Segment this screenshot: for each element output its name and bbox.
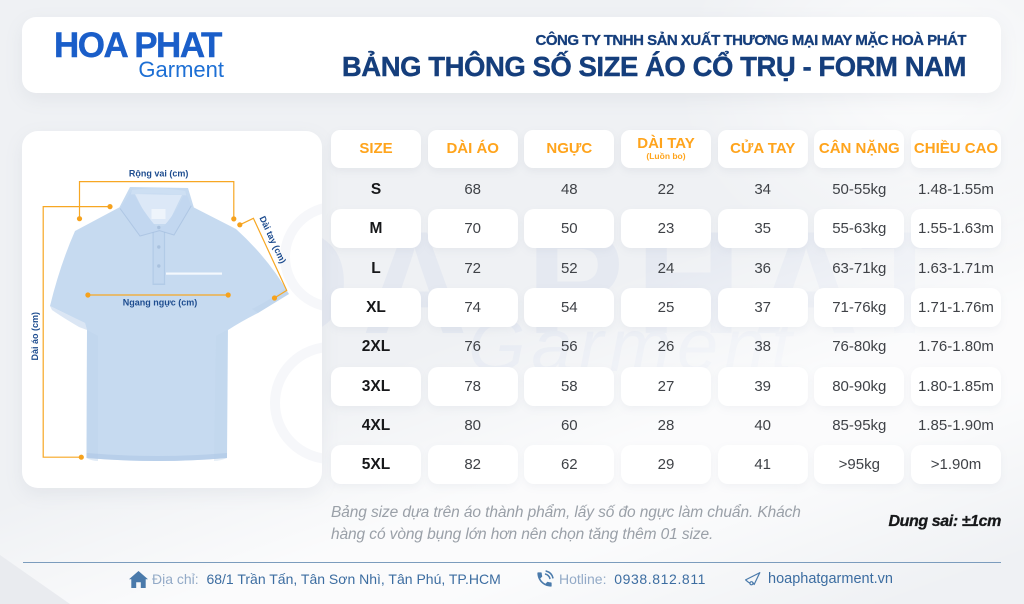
svg-text:Rộng vai (cm): Rộng vai (cm) — [129, 169, 189, 179]
svg-text:Dài áo (cm): Dài áo (cm) — [30, 312, 40, 361]
svg-text:Ngang ngực (cm): Ngang ngực (cm) — [123, 298, 198, 308]
